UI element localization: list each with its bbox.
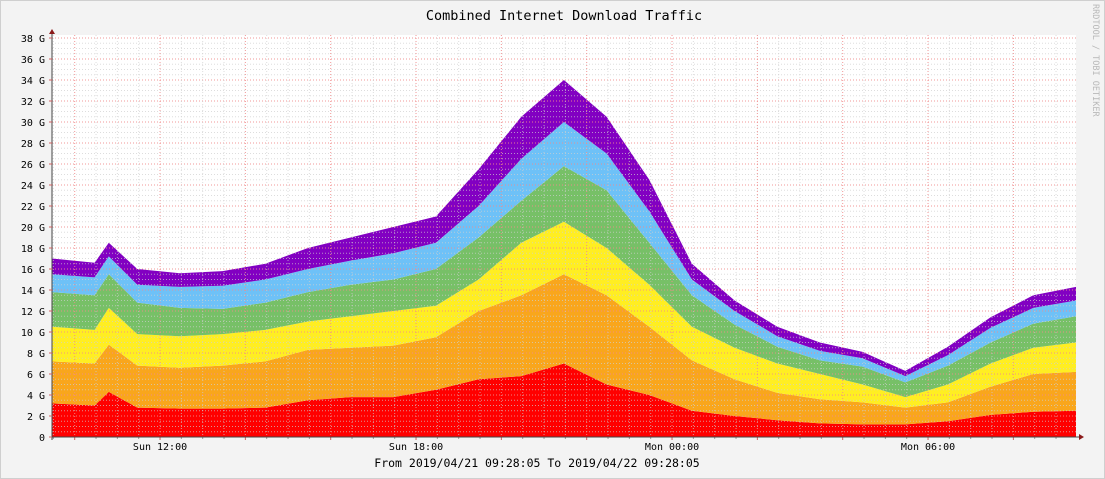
y-tick-label: 12 G: [21, 307, 45, 318]
y-tick-label: 30 G: [21, 118, 45, 129]
y-tick-label: 38 G: [21, 34, 45, 45]
y-tick-label: 14 G: [21, 286, 45, 297]
y-tick-label: 22 G: [21, 202, 45, 213]
y-tick-label: 2 G: [27, 412, 45, 423]
y-tick-label: 36 G: [21, 55, 45, 66]
x-axis-arrow-icon: [1079, 434, 1084, 440]
y-tick-label: 20 G: [21, 223, 45, 234]
y-tick-label: 4 G: [27, 391, 45, 402]
area-series-2: [52, 274, 1076, 425]
rrdtool-watermark: RRDTOOL / TOBI OETIKER: [1090, 4, 1100, 117]
x-tick-label: Mon 06:00: [901, 442, 955, 453]
grid-lines: [52, 35, 1076, 440]
y-tick-label: 0: [39, 433, 45, 444]
y-tick-label: 10 G: [21, 328, 45, 339]
x-tick-label: Mon 00:00: [645, 442, 699, 453]
y-tick-label: 34 G: [21, 76, 45, 87]
y-tick-label: 6 G: [27, 370, 45, 381]
x-tick-label: Sun 12:00: [133, 442, 187, 453]
axes: [49, 29, 1084, 440]
x-tick-label: Sun 18:00: [389, 442, 443, 453]
time-range-footer: From 2019/04/21 09:28:05 To 2019/04/22 0…: [374, 456, 699, 470]
y-axis-arrow-icon: [49, 29, 55, 34]
stacked-areas: [52, 80, 1076, 437]
y-tick-label: 18 G: [21, 244, 45, 255]
area-series-4: [52, 166, 1076, 398]
tick-labels: 0 2 G 4 G 6 G 8 G 10 G 12 G 14 G 16 G 18 G 20 G 22 …: [21, 34, 955, 453]
y-tick-label: 24 G: [21, 181, 45, 192]
y-tick-label: 26 G: [21, 160, 45, 171]
area-series-1: [52, 363, 1076, 437]
y-tick-label: 32 G: [21, 97, 45, 108]
area-series-3: [52, 221, 1076, 408]
y-tick-label: 16 G: [21, 265, 45, 276]
chart-title: Combined Internet Download Traffic: [426, 8, 702, 24]
y-tick-label: 28 G: [21, 139, 45, 150]
y-tick-label: 8 G: [27, 349, 45, 360]
